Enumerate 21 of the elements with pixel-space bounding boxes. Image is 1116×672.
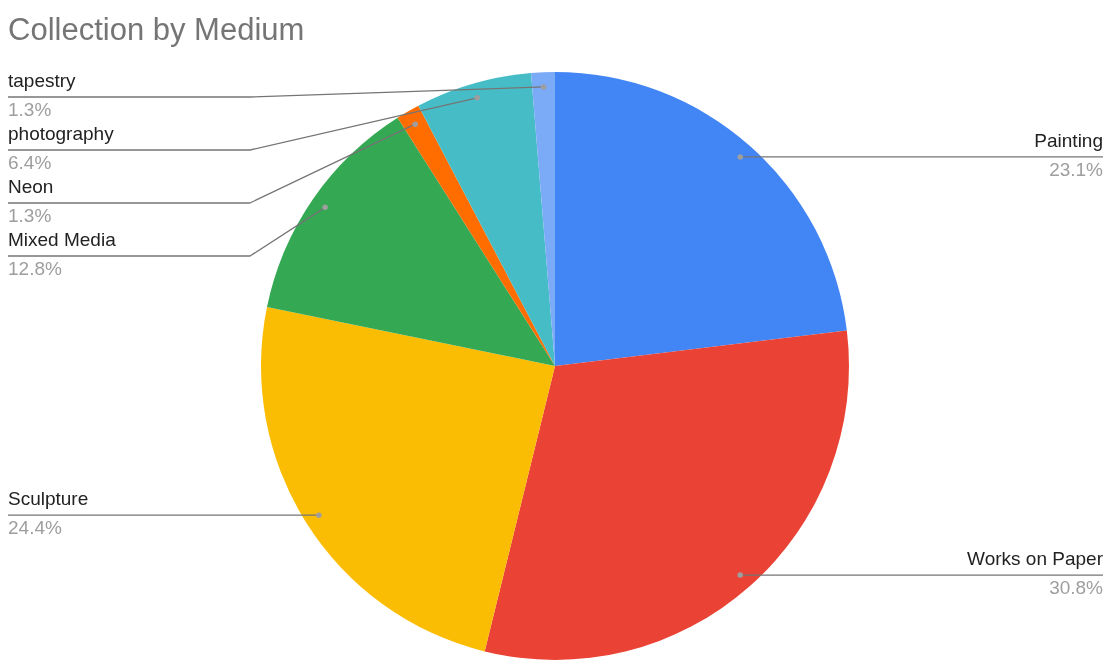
slice-label: tapestry <box>8 70 77 91</box>
slice-label: Neon <box>8 176 54 197</box>
slice-label: Works on Paper <box>967 548 1104 570</box>
data-label: 30.8% <box>1049 577 1104 599</box>
slice-label: photography <box>8 123 115 144</box>
chart-title: Collection by Medium <box>8 12 305 47</box>
pie-slice <box>397 105 555 366</box>
slice-label: Sculpture <box>8 488 89 510</box>
slice-label: Mixed Media <box>8 229 117 250</box>
pie-slice <box>261 306 555 652</box>
data-label: 1.3% <box>8 99 52 120</box>
slice-label: Painting <box>1034 129 1103 151</box>
data-label: 24.4% <box>8 517 62 539</box>
pie-slice <box>267 117 555 366</box>
data-label: 6.4% <box>8 152 52 173</box>
pie-slice <box>418 72 555 366</box>
data-label: 12.8% <box>8 258 62 279</box>
pie-slice <box>555 72 847 366</box>
data-label: 23.1% <box>1049 158 1104 180</box>
data-label: 1.3% <box>8 205 52 226</box>
pie-slice <box>484 330 849 660</box>
